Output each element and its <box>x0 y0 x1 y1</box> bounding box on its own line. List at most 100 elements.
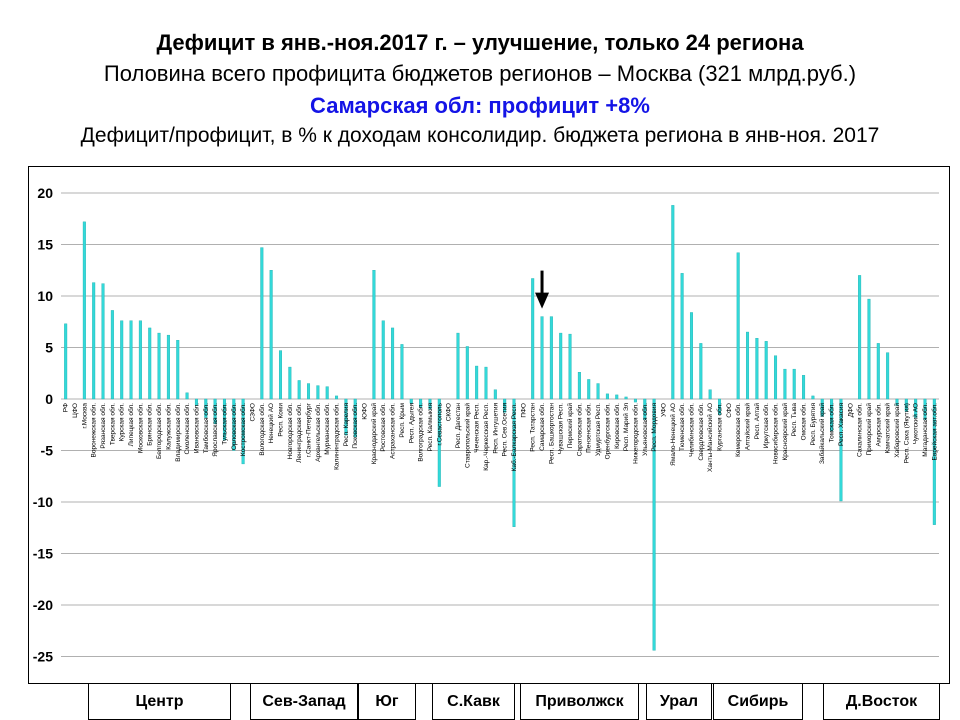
bar <box>437 398 441 487</box>
category-label: Астраханская обл. <box>389 403 397 459</box>
district-label: С.Кавк <box>432 684 515 720</box>
bar <box>549 316 553 400</box>
bar <box>876 343 880 400</box>
bar <box>755 338 759 400</box>
y-tick-label: -5 <box>41 443 54 459</box>
district-label: Сев-Запад <box>250 684 358 720</box>
category-label: Белгородская обл. <box>155 403 163 459</box>
bar <box>120 320 124 400</box>
bar <box>222 398 226 441</box>
category-label: Липецкая обл. <box>127 403 135 447</box>
bar <box>325 386 329 400</box>
y-tick-label: 5 <box>45 340 53 356</box>
y-tick-label: -20 <box>33 597 53 613</box>
bar <box>232 398 236 451</box>
bar <box>353 398 357 438</box>
bar <box>419 398 423 408</box>
bar <box>867 298 871 400</box>
bar <box>605 393 609 400</box>
category-label: Челябинская обл. <box>687 403 695 457</box>
bar <box>932 398 936 525</box>
category-label: Респ. Дагестан <box>455 403 462 449</box>
district-label: Урал <box>646 684 712 720</box>
y-tick-label: 15 <box>37 237 53 253</box>
category-label: Смоленская обл. <box>183 403 191 455</box>
bar <box>213 398 217 424</box>
district-label: Юг <box>358 684 416 720</box>
category-label: Нижегородская обл. <box>631 403 639 464</box>
district-label: Центр <box>88 684 231 720</box>
category-label: Респ. Ингушетия <box>492 403 499 454</box>
bar <box>335 395 339 400</box>
bar <box>194 398 198 406</box>
category-label: Респ. Хакасия <box>838 403 845 446</box>
bar <box>774 355 778 400</box>
category-label: Тверская обл. <box>108 403 116 445</box>
category-label: Чукотский АО <box>912 403 920 444</box>
category-label: Ставропольский край <box>463 403 471 468</box>
bar <box>671 205 675 400</box>
title-line-1: Дефицит в янв.-ноя.2017 г. – улучшение, … <box>156 30 804 55</box>
category-label: Ямало-Ненецкий АО <box>669 403 677 466</box>
bar <box>624 396 628 400</box>
category-label: ЦФО <box>72 403 79 418</box>
category-label: Ростовская обл. <box>379 403 387 452</box>
bar <box>82 221 86 400</box>
district-label: Сибирь <box>713 684 803 720</box>
category-label: СКФО <box>446 403 453 421</box>
bar <box>391 327 395 400</box>
bar <box>615 394 619 400</box>
category-label: Псковская обл. <box>351 403 359 449</box>
bar <box>64 323 68 400</box>
bar <box>288 366 292 400</box>
bar <box>110 310 114 400</box>
category-label: Респ. Марий Эл <box>622 403 630 451</box>
category-label: Алтайский край <box>744 403 752 451</box>
annotation-arrow-head <box>535 292 550 309</box>
bar <box>157 332 161 400</box>
y-tick-label: -10 <box>33 494 53 510</box>
bar <box>680 273 684 400</box>
category-label: Краснодарский край <box>370 403 378 465</box>
category-label: Калининградская обл. <box>333 403 341 470</box>
category-label: Амурская обл. <box>874 403 882 447</box>
category-label: Ярославская обл. <box>211 403 219 457</box>
bar <box>241 398 245 465</box>
category-label: Архангельская обл. <box>314 403 322 462</box>
category-label: УФО <box>660 403 667 417</box>
category-label: Респ. Мордовия <box>651 403 658 452</box>
bar <box>484 366 488 400</box>
bar <box>428 398 432 410</box>
category-label: Вологодская обл. <box>258 403 266 456</box>
category-label: Калужская обл. <box>164 403 172 450</box>
bar <box>493 389 497 400</box>
category-label: Красноярский край <box>781 403 789 461</box>
category-label: Ивановская обл. <box>192 403 200 453</box>
category-label: Респ. Адыгея <box>408 403 415 444</box>
category-label: Томская обл. <box>828 403 836 443</box>
bar <box>689 312 693 400</box>
category-label: Кемеровская обл. <box>734 403 742 457</box>
bar <box>577 372 581 400</box>
category-label: Респ. Коми <box>278 403 285 437</box>
bar <box>204 398 208 418</box>
bar <box>820 398 824 417</box>
category-label: г.Москва <box>81 403 88 429</box>
category-label: Ненецкий АО <box>267 403 275 443</box>
bar <box>736 252 740 400</box>
bar <box>372 270 376 400</box>
bar <box>568 333 572 400</box>
bar <box>596 383 600 400</box>
category-label: Брянская обл. <box>146 403 154 446</box>
category-label: Удмуртская Респ. <box>595 403 602 456</box>
bar <box>129 320 133 400</box>
category-label: СФО <box>726 403 733 418</box>
bar <box>652 398 656 651</box>
category-label: Сахалинская обл. <box>856 403 864 457</box>
bar <box>699 343 703 400</box>
district-label: Д.Восток <box>823 684 940 720</box>
category-label: Респ. Башкортостан <box>548 403 555 464</box>
bar <box>503 398 507 413</box>
category-label: Забайкальский край <box>818 403 826 464</box>
district-label: Приволжск <box>520 684 639 720</box>
